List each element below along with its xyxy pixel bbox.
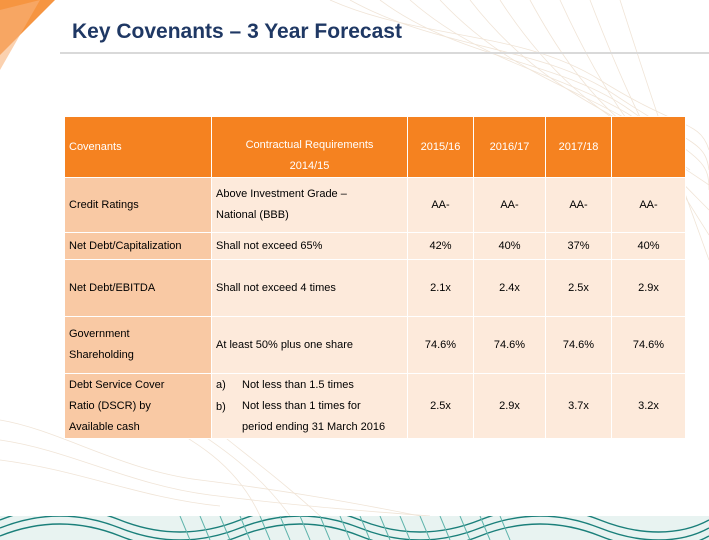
table-row: Debt Service Cover Ratio (DSCR) by Avail…: [64, 373, 686, 439]
value-cell: 74.6%: [611, 316, 686, 374]
requirement-text: Not less than 1.5 times: [242, 379, 354, 391]
requirement-item-b: b) Not less than 1 times for period endi…: [216, 396, 403, 438]
list-marker: b): [216, 401, 226, 413]
footer-decorative-band: [0, 516, 709, 540]
requirement-item-a: a) Not less than 1.5 times: [216, 374, 403, 396]
table-row: Government Shareholding At least 50% plu…: [64, 316, 686, 374]
row-requirement: a) Not less than 1.5 times b) Not less t…: [211, 373, 408, 439]
label-line: Ratio (DSCR) by: [69, 399, 151, 412]
row-label-government-shareholding: Government Shareholding: [64, 316, 212, 374]
label-line: Government: [69, 328, 130, 340]
row-requirement: At least 50% plus one share: [211, 316, 408, 374]
value-cell: 37%: [545, 232, 612, 260]
value-cell: AA-: [473, 177, 546, 233]
row-label-net-debt-capitalization: Net Debt/Capitalization: [64, 232, 212, 260]
value-cell: 40%: [473, 232, 546, 260]
covenants-table: Covenants Contractual Requirements 2014/…: [64, 116, 686, 439]
requirement-line: Not less than 1 times for: [242, 400, 361, 412]
value-cell: 2.9x: [473, 373, 546, 439]
value-cell: 3.2x: [611, 373, 686, 439]
value-cell: 2.1x: [407, 259, 474, 317]
value-cell: AA-: [545, 177, 612, 233]
table-row: Net Debt/Capitalization Shall not exceed…: [64, 232, 686, 260]
row-requirement: Shall not exceed 65%: [211, 232, 408, 260]
header-blank: [611, 116, 686, 178]
value-cell: AA-: [407, 177, 474, 233]
row-label-credit-ratings: Credit Ratings: [64, 177, 212, 233]
requirement-line: period ending 31 March 2016: [242, 421, 386, 433]
header-requirements-line1: Contractual Requirements: [245, 139, 374, 151]
table-header-row: Covenants Contractual Requirements 2014/…: [64, 116, 686, 178]
label-line: Shareholding: [69, 349, 134, 361]
table-row: Credit Ratings Above Investment Grade – …: [64, 177, 686, 233]
value-cell: 42%: [407, 232, 474, 260]
row-label-dscr: Debt Service Cover Ratio (DSCR) by Avail…: [64, 373, 212, 439]
row-requirement: Shall not exceed 4 times: [211, 259, 408, 317]
requirement-line: Above Investment Grade –: [216, 188, 347, 200]
row-requirement: Above Investment Grade – National (BBB): [211, 177, 408, 233]
header-year-2017-18: 2017/18: [545, 116, 612, 178]
value-cell: 2.5x: [545, 259, 612, 317]
value-cell: 74.6%: [473, 316, 546, 374]
requirement-line: National (BBB): [216, 209, 289, 221]
list-marker: a): [216, 379, 226, 391]
requirement-text: Not less than 1 times for period ending …: [242, 396, 385, 438]
page-title: Key Covenants – 3 Year Forecast: [72, 20, 402, 43]
value-cell: 2.5x: [407, 373, 474, 439]
value-cell: 40%: [611, 232, 686, 260]
table-row: Net Debt/EBITDA Shall not exceed 4 times…: [64, 259, 686, 317]
header-requirements-line2: 2014/15: [289, 160, 330, 172]
value-cell: 3.7x: [545, 373, 612, 439]
label-line: Available cash: [69, 420, 140, 433]
value-cell: 74.6%: [407, 316, 474, 374]
value-cell: 2.9x: [611, 259, 686, 317]
header-year-2015-16: 2015/16: [407, 116, 474, 178]
header-covenants: Covenants: [64, 116, 212, 178]
title-divider: [60, 52, 709, 54]
row-label-net-debt-ebitda: Net Debt/EBITDA: [64, 259, 212, 317]
label-line: Debt Service Cover: [69, 378, 165, 391]
header-year-2016-17: 2016/17: [473, 116, 546, 178]
value-cell: 2.4x: [473, 259, 546, 317]
value-cell: 74.6%: [545, 316, 612, 374]
value-cell: AA-: [611, 177, 686, 233]
header-requirements: Contractual Requirements 2014/15: [211, 116, 408, 178]
